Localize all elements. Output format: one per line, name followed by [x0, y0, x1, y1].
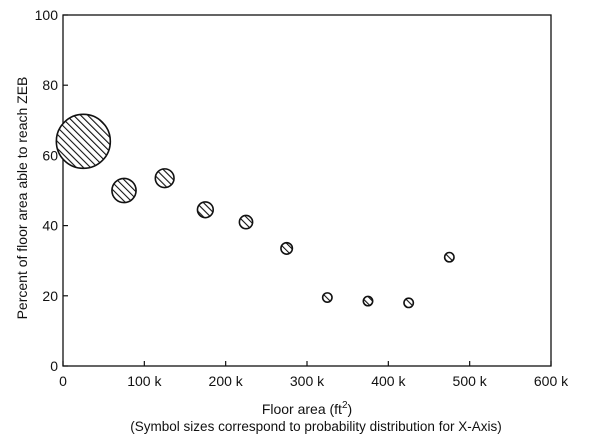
data-point: [238, 214, 254, 230]
data-point: [362, 295, 374, 307]
data-points: [55, 113, 455, 309]
x-tick-label: 200 k: [209, 373, 244, 389]
data-point: [321, 292, 333, 304]
x-axis-caption: (Symbol sizes correspond to probability …: [130, 419, 501, 434]
y-tick-label: 80: [42, 77, 58, 93]
data-point: [280, 241, 294, 255]
x-axis-title: Floor area (ft2): [262, 400, 352, 417]
data-point: [443, 251, 455, 263]
data-point: [111, 177, 137, 204]
y-axis-ticks: 0 20 40 60 80 100: [35, 7, 68, 374]
data-point: [403, 297, 415, 309]
x-tick-label: 500 k: [453, 373, 488, 389]
y-tick-label: 40: [42, 218, 58, 234]
x-tick-label: 100 k: [127, 373, 162, 389]
data-point: [154, 168, 175, 189]
x-tick-label: 600 k: [534, 373, 569, 389]
y-axis-title: Percent of floor area able to reach ZEB: [14, 77, 30, 320]
y-tick-label: 20: [42, 288, 58, 304]
x-axis-ticks: 0 100 k 200 k 300 k 400 k 500 k 600 k: [59, 361, 569, 389]
y-tick-label: 0: [50, 358, 58, 374]
x-tick-label: 400 k: [371, 373, 406, 389]
y-tick-label: 60: [42, 147, 58, 163]
x-tick-label: 300 k: [290, 373, 325, 389]
y-tick-label: 100: [35, 7, 59, 23]
x-tick-label: 0: [59, 373, 67, 389]
data-point: [196, 201, 215, 219]
data-point: [55, 113, 112, 170]
